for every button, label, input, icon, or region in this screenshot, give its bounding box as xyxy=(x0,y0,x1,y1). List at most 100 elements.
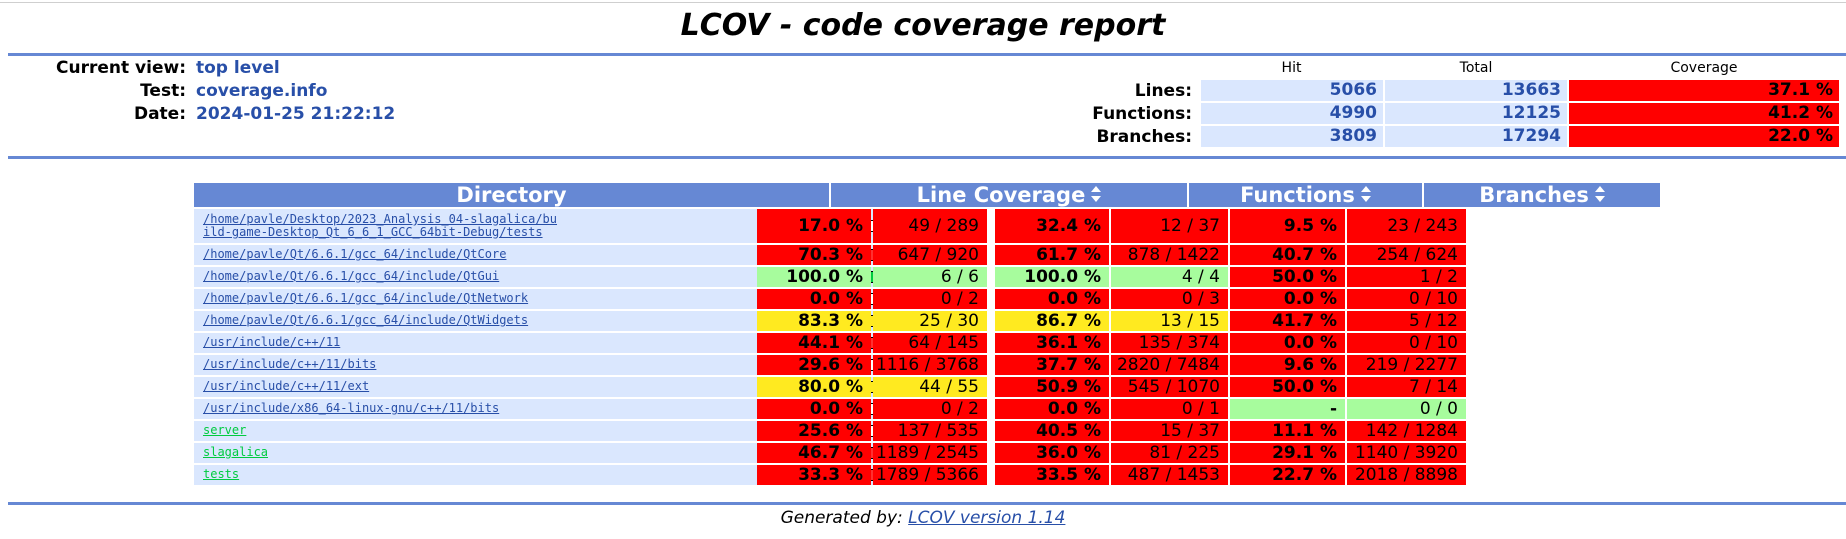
table-row: /usr/include/c++/11/bits 29.6 % 1116 / 376… xyxy=(194,355,1660,375)
functions-percent: 100.0 % xyxy=(995,267,1109,287)
directory-link[interactable]: /home/pavle/Qt/6.6.1/gcc_64/include/QtCo… xyxy=(203,247,507,261)
functions-percent: 37.7 % xyxy=(995,355,1109,375)
line-coverage-percent: 83.3 % xyxy=(757,311,871,331)
directory-column-header: Directory xyxy=(194,183,829,207)
directory-cell: /home/pavle/Qt/6.6.1/gcc_64/include/QtNe… xyxy=(194,289,829,309)
top-border xyxy=(0,2,1846,3)
line-coverage-header-label: Line Coverage xyxy=(916,183,1086,207)
table-row: /usr/include/x86_64-linux-gnu/c++/11/bit… xyxy=(194,399,1660,419)
directory-cell: server xyxy=(194,421,829,441)
header-ruler-top xyxy=(8,53,1846,56)
functions-column-header[interactable]: Functions xyxy=(1189,183,1422,207)
directory-link[interactable]: /usr/include/c++/11/ext xyxy=(203,379,370,393)
branches-percent: 9.5 % xyxy=(1230,209,1345,243)
branches-percent: - xyxy=(1230,399,1345,419)
directory-link[interactable]: /home/pavle/Qt/6.6.1/gcc_64/include/QtNe… xyxy=(203,291,529,305)
branches-count: 5 / 12 xyxy=(1347,311,1466,331)
table-row: /home/pavle/Qt/6.6.1/gcc_64/include/QtWi… xyxy=(194,311,1660,331)
branches-percent: 29.1 % xyxy=(1230,443,1345,463)
line-coverage-percent: 17.0 % xyxy=(757,209,871,243)
footer: Generated by: LCOV version 1.14 xyxy=(0,507,1846,529)
functions-count: 135 / 374 xyxy=(1111,333,1228,353)
directory-link[interactable]: tests xyxy=(203,467,240,481)
branches-percent: 11.1 % xyxy=(1230,421,1345,441)
functions-count: 81 / 225 xyxy=(1111,443,1228,463)
line-coverage-count: 647 / 920 xyxy=(873,245,987,265)
directory-cell: slagalica xyxy=(194,443,829,463)
directory-cell: /home/pavle/Desktop/2023_Analysis_04-sla… xyxy=(194,209,829,243)
directory-cell: /usr/include/c++/11/bits xyxy=(194,355,829,375)
footer-ruler xyxy=(8,502,1846,505)
line-coverage-count: 49 / 289 xyxy=(873,209,987,243)
current-view-label: Current view: xyxy=(56,58,186,78)
line-coverage-percent: 25.6 % xyxy=(757,421,871,441)
directory-cell: /home/pavle/Qt/6.6.1/gcc_64/include/QtWi… xyxy=(194,311,829,331)
branches-count: 0 / 10 xyxy=(1347,289,1466,309)
directory-cell: /home/pavle/Qt/6.6.1/gcc_64/include/QtCo… xyxy=(194,245,829,265)
table-row: /usr/include/c++/11/ext 80.0 % 44 / 55 50.9… xyxy=(194,377,1660,397)
line-coverage-percent: 100.0 % xyxy=(757,267,871,287)
line-coverage-count: 25 / 30 xyxy=(873,311,987,331)
functions-count: 12 / 37 xyxy=(1111,209,1228,243)
line-coverage-percent: 0.0 % xyxy=(757,399,871,419)
directory-link[interactable]: server xyxy=(203,423,247,437)
line-coverage-percent: 29.6 % xyxy=(757,355,871,375)
directory-link[interactable]: /usr/include/c++/11 xyxy=(203,335,341,349)
directory-link[interactable]: /usr/include/c++/11/bits xyxy=(203,357,377,371)
sort-arrows-icon[interactable] xyxy=(1360,186,1371,202)
functions-count: 13 / 15 xyxy=(1111,311,1228,331)
functions-count: 0 / 1 xyxy=(1111,399,1228,419)
sort-arrows-icon[interactable] xyxy=(1091,186,1102,202)
summary-total-header: Total xyxy=(1459,60,1493,76)
summary-lines-total: 13663 xyxy=(1385,80,1567,101)
functions-percent: 0.0 % xyxy=(995,289,1109,309)
test-label: Test: xyxy=(140,81,186,101)
branches-percent: 50.0 % xyxy=(1230,377,1345,397)
functions-header-label: Functions xyxy=(1240,183,1355,207)
branches-percent: 41.7 % xyxy=(1230,311,1345,331)
functions-count: 0 / 3 xyxy=(1111,289,1228,309)
branches-percent: 9.6 % xyxy=(1230,355,1345,375)
directory-link[interactable]: /home/pavle/Qt/6.6.1/gcc_64/include/QtWi… xyxy=(203,313,529,327)
branches-percent: 22.7 % xyxy=(1230,465,1345,485)
line-coverage-column-header[interactable]: Line Coverage xyxy=(831,183,1187,207)
summary-branches-coverage: 22.0 % xyxy=(1569,126,1839,147)
page-title: LCOV - code coverage report xyxy=(680,8,1166,43)
branches-header-label: Branches xyxy=(1479,183,1589,207)
sort-arrows-icon[interactable] xyxy=(1594,186,1605,202)
line-coverage-count: 64 / 145 xyxy=(873,333,987,353)
table-row: /home/pavle/Qt/6.6.1/gcc_64/include/QtNe… xyxy=(194,289,1660,309)
line-coverage-count: 0 / 2 xyxy=(873,289,987,309)
functions-count: 4 / 4 xyxy=(1111,267,1228,287)
header-ruler-bottom xyxy=(8,156,1846,159)
functions-percent: 36.0 % xyxy=(995,443,1109,463)
directory-cell: /usr/include/c++/11 xyxy=(194,333,829,353)
summary-lines-coverage: 37.1 % xyxy=(1569,80,1839,101)
functions-percent: 36.1 % xyxy=(995,333,1109,353)
directory-link[interactable]: /usr/include/x86_64-linux-gnu/c++/11/bit… xyxy=(203,401,500,415)
directory-link[interactable]: slagalica xyxy=(203,445,269,459)
branches-count: 142 / 1284 xyxy=(1347,421,1466,441)
summary-functions-total: 12125 xyxy=(1385,103,1567,124)
directory-link[interactable]: /home/pavle/Qt/6.6.1/gcc_64/include/QtGu… xyxy=(203,269,500,283)
functions-percent: 61.7 % xyxy=(995,245,1109,265)
table-row: server 25.6 % 137 / 535 40.5 % 15 / 37 11.1 %… xyxy=(194,421,1660,441)
table-row: slagalica 46.7 % 1189 / 2545 36.0 % 81 / 225… xyxy=(194,443,1660,463)
branches-percent: 0.0 % xyxy=(1230,333,1345,353)
functions-percent: 86.7 % xyxy=(995,311,1109,331)
branches-count: 219 / 2277 xyxy=(1347,355,1466,375)
lcov-version-link[interactable]: LCOV version 1.14 xyxy=(908,508,1066,528)
branches-count: 2018 / 8898 xyxy=(1347,465,1466,485)
current-view-value: top level xyxy=(196,58,280,78)
footer-prefix: Generated by: xyxy=(780,508,903,528)
branches-percent: 0.0 % xyxy=(1230,289,1345,309)
branches-column-header[interactable]: Branches xyxy=(1424,183,1660,207)
line-coverage-percent: 33.3 % xyxy=(757,465,871,485)
summary-branches-total: 17294 xyxy=(1385,126,1567,147)
table-row: /home/pavle/Desktop/2023_Analysis_04-sla… xyxy=(194,209,1660,243)
summary-lines-hit: 5066 xyxy=(1201,80,1383,101)
table-row: /home/pavle/Qt/6.6.1/gcc_64/include/QtGu… xyxy=(194,267,1660,287)
directory-link[interactable]: /home/pavle/Desktop/2023_Analysis_04-sla… xyxy=(203,212,558,239)
branches-count: 0 / 0 xyxy=(1347,399,1466,419)
functions-count: 2820 / 7484 xyxy=(1111,355,1228,375)
